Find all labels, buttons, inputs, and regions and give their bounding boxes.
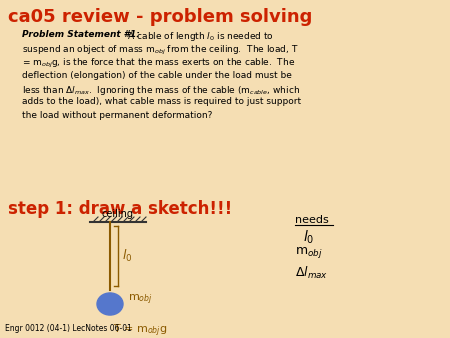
Text: T = m$_{obj}$g: T = m$_{obj}$g	[113, 323, 167, 338]
Text: less than $\Delta l_{max}$.  Ignoring the mass of the cable (m$_{cable}$, which: less than $\Delta l_{max}$. Ignoring the…	[22, 84, 300, 97]
Text: = m$_{obj}$g, is the force that the mass exerts on the cable.  The: = m$_{obj}$g, is the force that the mass…	[22, 57, 295, 70]
Text: $l_0$: $l_0$	[303, 229, 315, 246]
Text: m$_{obj}$: m$_{obj}$	[128, 293, 153, 307]
Ellipse shape	[97, 293, 123, 315]
Text: step 1: draw a sketch!!!: step 1: draw a sketch!!!	[8, 200, 232, 218]
Text: A cable of length $l_0$ is needed to: A cable of length $l_0$ is needed to	[122, 30, 274, 43]
Text: ceiling: ceiling	[102, 209, 134, 219]
Text: $l_0$: $l_0$	[122, 248, 132, 264]
Text: adds to the load), what cable mass is required to just support: adds to the load), what cable mass is re…	[22, 97, 301, 106]
Text: suspend an object of mass m$_{obj}$ from the ceiling.  The load, T: suspend an object of mass m$_{obj}$ from…	[22, 44, 298, 56]
Text: Engr 0012 (04-1) LecNotes 06-01: Engr 0012 (04-1) LecNotes 06-01	[5, 324, 132, 333]
Text: ca05 review - problem solving: ca05 review - problem solving	[8, 8, 312, 26]
Text: $\Delta l_{max}$: $\Delta l_{max}$	[295, 265, 328, 281]
Text: the load without permanent deformation?: the load without permanent deformation?	[22, 111, 212, 120]
Text: m$_{obj}$: m$_{obj}$	[295, 245, 323, 260]
Text: needs: needs	[295, 215, 329, 225]
Text: Problem Statement #1:: Problem Statement #1:	[22, 30, 140, 39]
Text: deflection (elongation) of the cable under the load must be: deflection (elongation) of the cable und…	[22, 71, 292, 79]
